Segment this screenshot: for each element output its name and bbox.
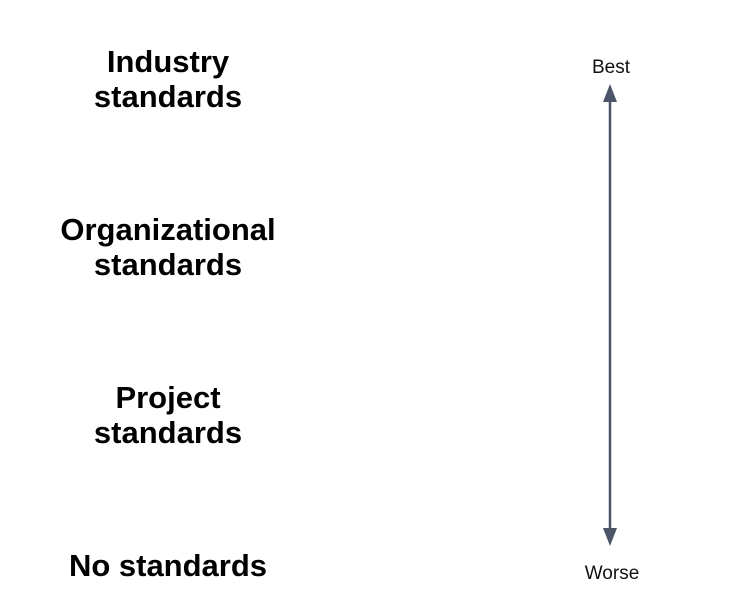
double-headed-vertical-arrow-icon bbox=[603, 84, 617, 546]
arrow-head-down bbox=[603, 528, 617, 546]
scale-best-label: Best bbox=[591, 57, 631, 78]
level-no-standards: No standards bbox=[68, 548, 268, 583]
arrow-head-up bbox=[603, 84, 617, 102]
level-industry-standards: Industry standards bbox=[93, 44, 243, 114]
standards-levels: Industry standards Organizational standa… bbox=[0, 0, 340, 610]
scale-worse-label: Worse bbox=[584, 563, 640, 584]
level-organizational-standards: Organizational standards bbox=[60, 212, 276, 282]
level-project-standards: Project standards bbox=[93, 380, 243, 450]
